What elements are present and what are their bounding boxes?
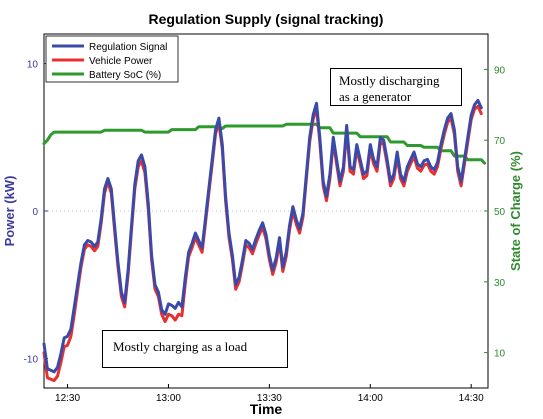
y-left-tick-label: 10	[27, 60, 39, 71]
legend-label-battery-soc: Battery SoC (%)	[89, 70, 161, 81]
y-axis-label-left: Power (kW)	[2, 176, 17, 247]
legend-label-vehicle-power: Vehicle Power	[89, 56, 153, 67]
series-line-regulation-signal	[42, 98, 483, 374]
legend-label-regulation-signal: Regulation Signal	[89, 42, 167, 53]
x-tick-label: 12:30	[55, 393, 80, 404]
y-left-tick-label: -10	[24, 355, 39, 366]
y-right-tick-label: 90	[494, 65, 506, 76]
x-axis-label: Time	[250, 401, 283, 417]
y-right-tick-label: 70	[494, 136, 506, 147]
annotation-discharging-text: Mostly discharging as a generator	[339, 73, 440, 104]
y-right-tick-label: 50	[494, 207, 506, 218]
x-tick-label: 14:30	[459, 393, 484, 404]
annotation-charging: Mostly charging as a load	[102, 330, 288, 368]
y-left-tick-label: 0	[32, 207, 38, 218]
legend: Regulation Signal Vehicle Power Battery …	[45, 35, 179, 83]
x-tick-label: 14:00	[358, 393, 383, 404]
y-right-tick-label: 30	[494, 278, 506, 289]
annotation-discharging: Mostly discharging as a generator	[330, 68, 462, 106]
x-tick-label: 13:30	[257, 393, 282, 404]
y-axis-label-right: State of Charge (%)	[508, 151, 523, 271]
annotation-charging-text: Mostly charging as a load	[113, 339, 248, 354]
series-layer	[42, 98, 487, 383]
x-tick-label: 13:00	[156, 393, 181, 404]
axis-ticks: 12:30 13:00 13:30 14:00 14:30 -10 0 10 10 30 50 70 9…	[24, 60, 506, 405]
chart-title: Regulation Supply (signal tracking)	[149, 11, 384, 27]
y-right-tick-label: 10	[494, 349, 506, 360]
